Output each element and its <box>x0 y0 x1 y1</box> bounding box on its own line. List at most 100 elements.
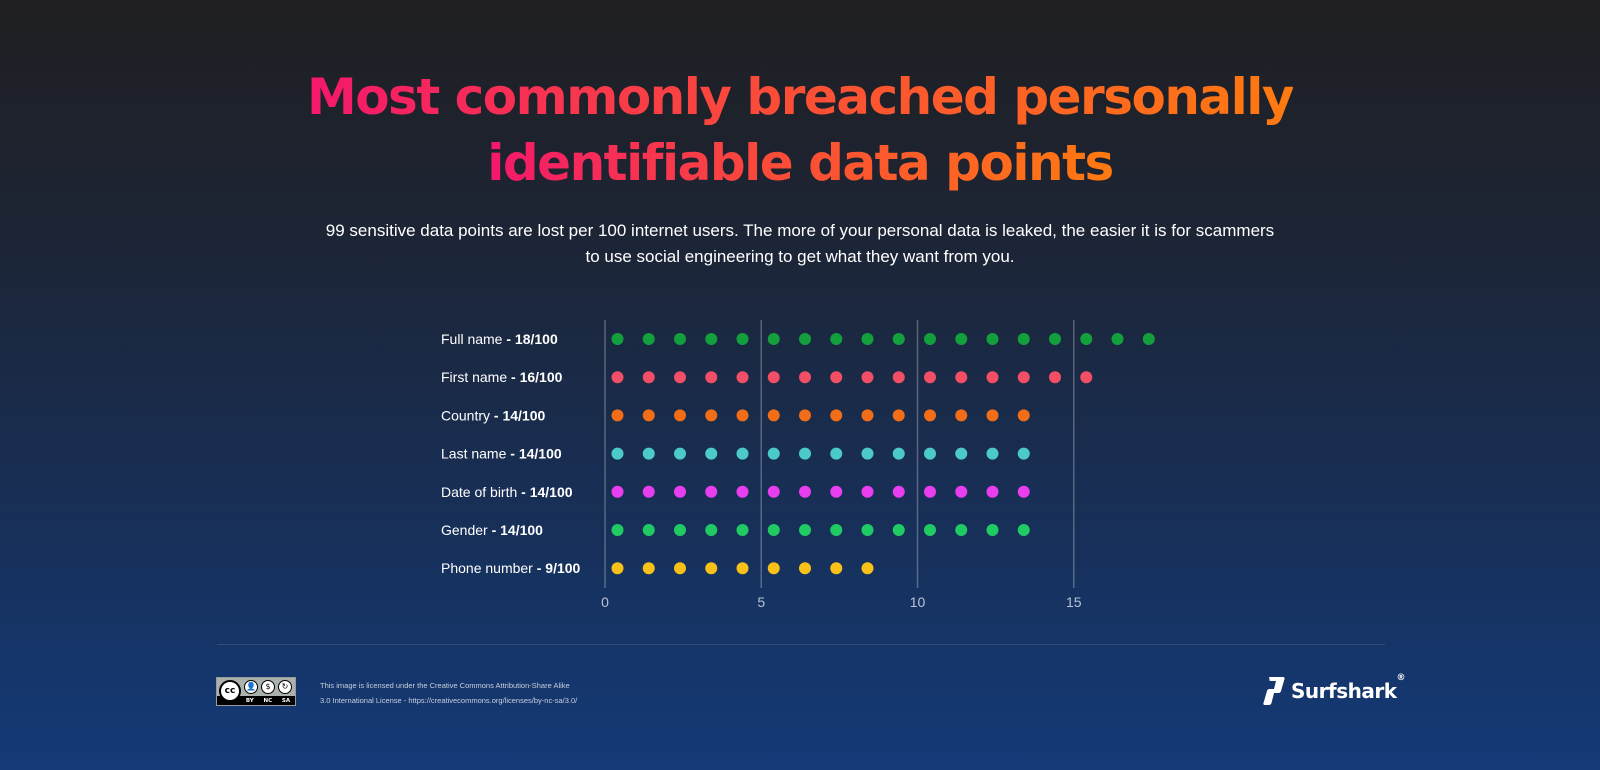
data-dot <box>674 562 686 575</box>
data-dot <box>611 333 624 345</box>
data-dot <box>705 447 718 460</box>
data-dot <box>799 524 811 536</box>
data-dot <box>986 409 999 422</box>
data-dot <box>892 371 905 384</box>
data-dot <box>830 485 843 498</box>
data-dot <box>799 409 811 422</box>
data-dot <box>705 485 718 498</box>
data-dot <box>986 485 999 498</box>
title-line-1: Most commonly breached personally <box>306 68 1295 126</box>
category-label: First name - 16/100 <box>441 369 563 385</box>
data-dot <box>892 447 905 460</box>
data-dot <box>736 333 749 345</box>
data-dot <box>642 333 655 345</box>
data-dot <box>830 524 843 536</box>
data-dot <box>955 524 968 536</box>
data-dot <box>924 485 936 498</box>
surfshark-logo[interactable]: Surfshark® <box>1263 673 1406 705</box>
data-dot <box>1049 371 1061 384</box>
data-dot <box>611 562 624 575</box>
category-label: Phone number - 9/100 <box>441 560 581 576</box>
data-dot <box>642 409 655 422</box>
data-dot <box>955 485 968 498</box>
data-dot <box>674 333 686 345</box>
license-text: This image is licensed under the Creativ… <box>320 678 660 708</box>
sharealike-icon: ↻ <box>278 680 292 694</box>
data-dot <box>830 371 843 384</box>
data-dot <box>642 562 655 575</box>
data-dot <box>705 371 718 384</box>
data-dot <box>767 447 780 460</box>
x-tick-label: 10 <box>910 594 926 610</box>
data-dot <box>799 333 811 345</box>
data-dot <box>736 562 749 575</box>
data-dot <box>924 524 936 536</box>
data-dot <box>736 409 749 422</box>
data-dot <box>986 524 999 536</box>
category-label: Full name - 18/100 <box>441 331 558 347</box>
data-dot <box>705 333 718 345</box>
data-dot <box>611 485 624 498</box>
subtitle-line-2: to use social engineering to get what th… <box>585 247 1015 266</box>
brand-name: Surfshark® <box>1291 673 1406 703</box>
data-dot <box>955 333 968 345</box>
data-dot <box>705 562 718 575</box>
category-label: Last name - 14/100 <box>441 446 562 462</box>
data-dot <box>1017 447 1030 460</box>
data-dot <box>799 447 811 460</box>
cc-icon: cc <box>219 680 241 702</box>
data-dot <box>611 409 624 422</box>
data-dot <box>642 371 655 384</box>
data-dot <box>674 485 686 498</box>
data-dot <box>861 562 874 575</box>
data-dot <box>892 333 905 345</box>
chart-title: Most commonly breached personally identi… <box>0 64 1600 196</box>
data-dot <box>1017 333 1030 345</box>
cc-codes: BY NC SA <box>245 698 291 704</box>
data-dot <box>705 409 718 422</box>
data-dot <box>674 524 686 536</box>
data-dot <box>705 524 718 536</box>
data-dot <box>861 447 874 460</box>
data-dot <box>1080 371 1093 384</box>
attribution-icon: 👤 <box>244 680 258 694</box>
data-dot <box>674 371 686 384</box>
data-dot <box>861 333 874 345</box>
category-label: Gender - 14/100 <box>441 522 543 538</box>
data-dot <box>955 371 968 384</box>
data-dot <box>674 409 686 422</box>
data-dot <box>767 371 780 384</box>
data-dot <box>736 447 749 460</box>
data-dot <box>736 371 749 384</box>
data-dot <box>892 409 905 422</box>
data-dot <box>955 409 968 422</box>
data-dot <box>830 333 843 345</box>
creative-commons-badge[interactable]: cc 👤 $ ↻ BY NC SA <box>216 677 296 706</box>
data-dot <box>861 409 874 422</box>
x-tick-label: 15 <box>1066 594 1082 610</box>
data-dot <box>892 524 905 536</box>
data-dot <box>924 409 936 422</box>
surfshark-icon <box>1263 677 1285 705</box>
data-dot <box>830 562 843 575</box>
data-dot <box>830 409 843 422</box>
x-tick-label: 5 <box>757 594 765 610</box>
data-dot <box>861 371 874 384</box>
data-dot <box>986 371 999 384</box>
data-dot <box>767 333 780 345</box>
data-dot <box>736 524 749 536</box>
data-dot <box>892 485 905 498</box>
data-dot <box>767 485 780 498</box>
data-dot <box>986 333 999 345</box>
data-dot <box>1017 485 1030 498</box>
data-dot <box>924 333 936 345</box>
license-line-2[interactable]: 3.0 International License - https://crea… <box>320 696 578 705</box>
data-dot <box>799 485 811 498</box>
data-dot <box>799 562 811 575</box>
data-dot <box>799 371 811 384</box>
data-dot <box>830 447 843 460</box>
data-dot <box>1049 333 1061 345</box>
data-dot <box>611 524 624 536</box>
data-dot <box>924 371 936 384</box>
data-dot <box>642 485 655 498</box>
